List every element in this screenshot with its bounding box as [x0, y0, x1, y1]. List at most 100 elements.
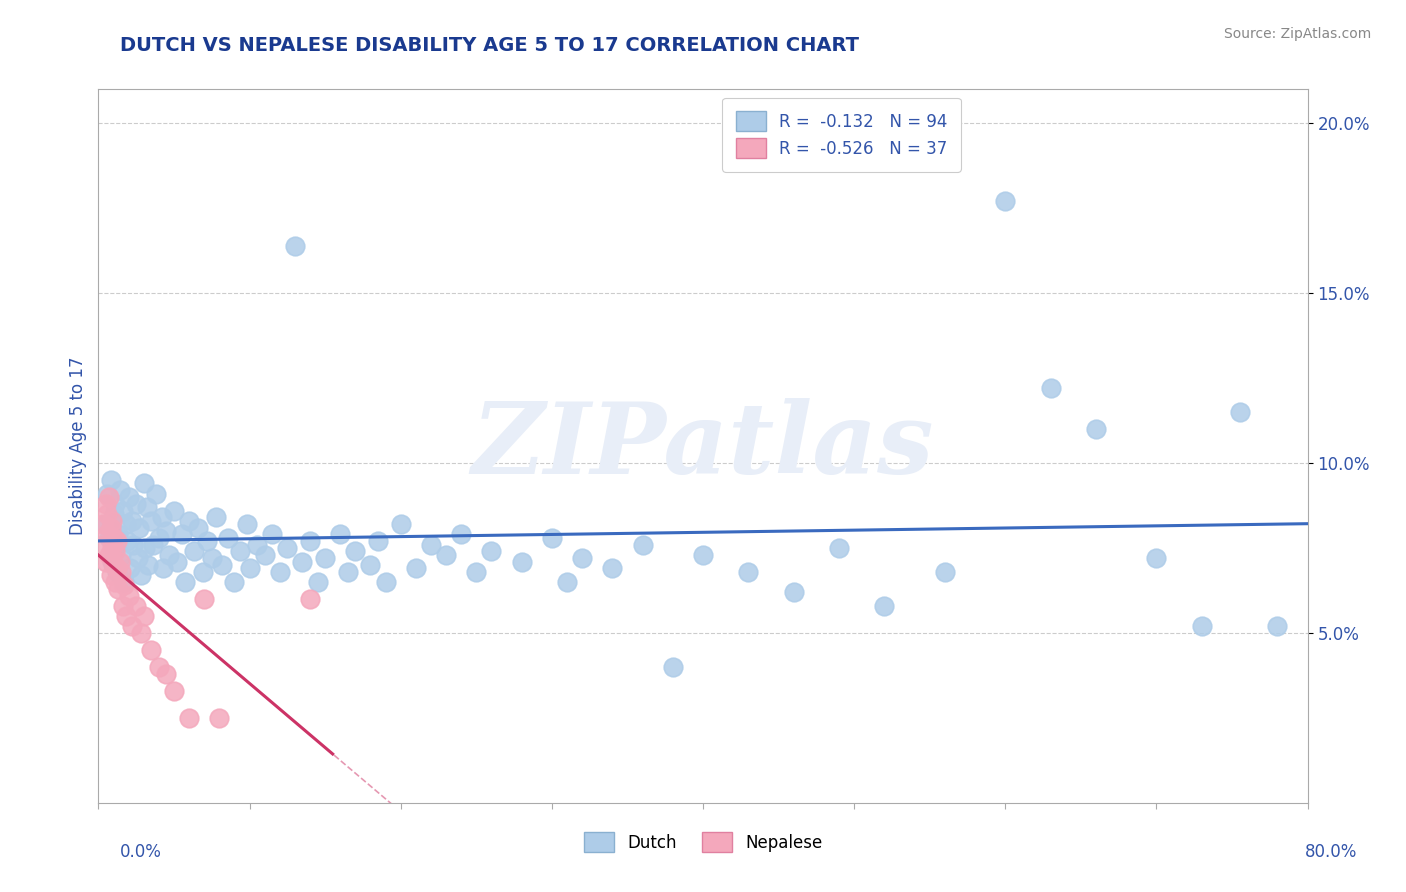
- Dutch: [191, 565, 214, 579]
- Dutch: [108, 483, 131, 498]
- Dutch: [128, 520, 150, 534]
- Dutch: [159, 548, 181, 562]
- Dutch: [115, 534, 138, 549]
- Dutch: [195, 534, 218, 549]
- Dutch: [136, 558, 159, 572]
- Dutch: [262, 527, 284, 541]
- Dutch: [239, 561, 262, 575]
- Nepalese: [129, 626, 152, 640]
- Dutch: [367, 534, 389, 549]
- Nepalese: [91, 517, 114, 532]
- Nepalese: [132, 608, 155, 623]
- Dutch: [246, 537, 269, 551]
- Dutch: [344, 544, 367, 558]
- Dutch: [205, 510, 228, 524]
- Dutch: [211, 558, 233, 572]
- Dutch: [420, 537, 443, 551]
- Dutch: [96, 486, 118, 500]
- Nepalese: [107, 582, 129, 596]
- Dutch: [104, 497, 127, 511]
- Text: 0.0%: 0.0%: [120, 843, 162, 861]
- Dutch: [201, 551, 224, 566]
- Nepalese: [93, 537, 115, 551]
- Dutch: [183, 544, 205, 558]
- Text: DUTCH VS NEPALESE DISABILITY AGE 5 TO 17 CORRELATION CHART: DUTCH VS NEPALESE DISABILITY AGE 5 TO 17…: [120, 36, 859, 54]
- Nepalese: [108, 555, 131, 569]
- Dutch: [145, 486, 167, 500]
- Nepalese: [100, 520, 122, 534]
- Dutch: [170, 527, 193, 541]
- Dutch: [1144, 551, 1167, 566]
- Nepalese: [112, 578, 135, 592]
- Nepalese: [98, 548, 121, 562]
- Dutch: [374, 574, 396, 589]
- Dutch: [235, 517, 257, 532]
- Dutch: [112, 574, 135, 589]
- Nepalese: [104, 544, 127, 558]
- Dutch: [187, 520, 209, 534]
- Y-axis label: Disability Age 5 to 17: Disability Age 5 to 17: [69, 357, 87, 535]
- Nepalese: [100, 568, 122, 582]
- Dutch: [1229, 405, 1251, 419]
- Dutch: [1267, 619, 1289, 633]
- Dutch: [602, 561, 624, 575]
- Dutch: [934, 565, 956, 579]
- Dutch: [127, 551, 149, 566]
- Nepalese: [96, 527, 118, 541]
- Dutch: [510, 555, 533, 569]
- Legend: Dutch, Nepalese: Dutch, Nepalese: [571, 819, 835, 866]
- Dutch: [103, 507, 125, 521]
- Dutch: [631, 537, 654, 551]
- Dutch: [284, 238, 307, 252]
- Text: Source: ZipAtlas.com: Source: ZipAtlas.com: [1223, 27, 1371, 41]
- Dutch: [103, 541, 125, 555]
- Dutch: [253, 548, 276, 562]
- Dutch: [434, 548, 457, 562]
- Dutch: [465, 565, 488, 579]
- Dutch: [152, 561, 174, 575]
- Nepalese: [110, 565, 132, 579]
- Dutch: [100, 473, 122, 487]
- Dutch: [1085, 422, 1108, 436]
- Nepalese: [141, 643, 163, 657]
- Dutch: [134, 541, 156, 555]
- Dutch: [276, 541, 298, 555]
- Dutch: [163, 503, 186, 517]
- Nepalese: [105, 561, 128, 575]
- Dutch: [360, 558, 382, 572]
- Dutch: [110, 548, 132, 562]
- Dutch: [450, 527, 472, 541]
- Nepalese: [179, 711, 201, 725]
- Nepalese: [94, 497, 117, 511]
- Dutch: [994, 194, 1017, 209]
- Dutch: [873, 599, 896, 613]
- Dutch: [121, 514, 143, 528]
- Dutch: [129, 568, 152, 582]
- Nepalese: [111, 599, 134, 613]
- Dutch: [217, 531, 239, 545]
- Dutch: [1039, 381, 1062, 395]
- Dutch: [692, 548, 714, 562]
- Dutch: [571, 551, 593, 566]
- Dutch: [783, 585, 806, 599]
- Dutch: [336, 565, 359, 579]
- Nepalese: [98, 490, 121, 504]
- Nepalese: [163, 683, 186, 698]
- Dutch: [105, 565, 128, 579]
- Dutch: [166, 555, 188, 569]
- Dutch: [111, 503, 134, 517]
- Nepalese: [114, 608, 136, 623]
- Dutch: [132, 476, 155, 491]
- Dutch: [114, 517, 136, 532]
- Dutch: [737, 565, 759, 579]
- Dutch: [155, 524, 177, 538]
- Dutch: [269, 565, 291, 579]
- Dutch: [148, 531, 170, 545]
- Dutch: [314, 551, 336, 566]
- Dutch: [1191, 619, 1213, 633]
- Dutch: [555, 574, 578, 589]
- Dutch: [150, 510, 173, 524]
- Dutch: [329, 527, 352, 541]
- Nepalese: [208, 711, 231, 725]
- Nepalese: [148, 660, 170, 674]
